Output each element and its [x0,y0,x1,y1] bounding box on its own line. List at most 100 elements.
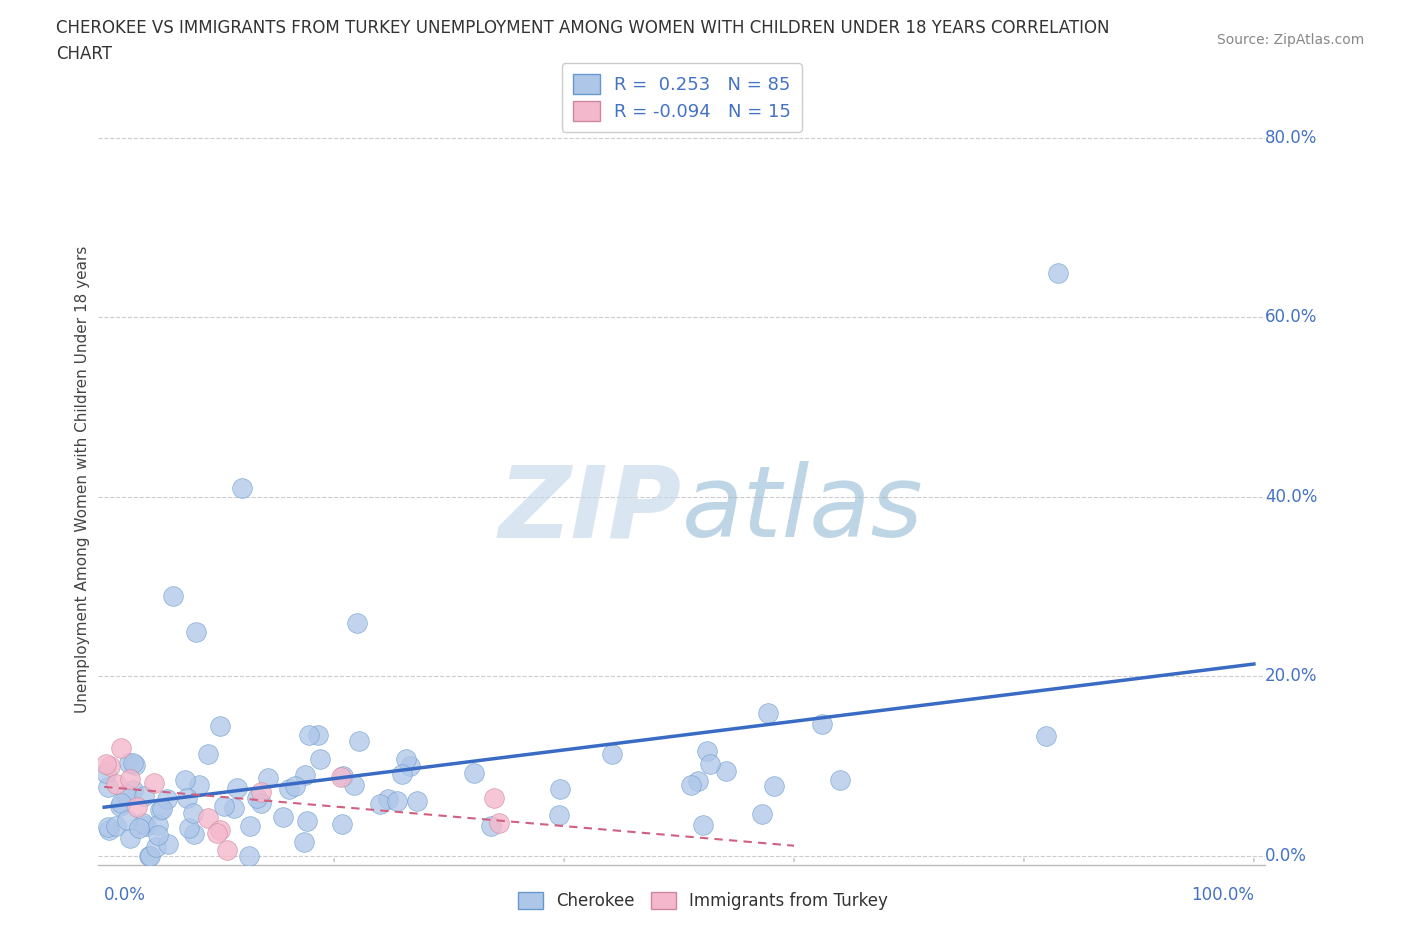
Point [94,766,117,781]
Point [686,773,709,788]
Point [225,780,247,795]
Point [176,790,198,805]
Legend: R =  0.253   N = 85, R = -0.094   N = 15: R = 0.253 N = 85, R = -0.094 N = 15 [562,63,801,132]
Point [762,778,785,793]
Point [118,772,141,787]
Point [488,816,510,830]
Point [370,796,392,811]
Point [162,588,184,603]
Point [377,791,399,806]
Point [692,817,714,832]
Point [385,793,408,808]
Point [149,803,172,817]
Point [548,781,571,796]
Point [250,796,273,811]
Point [145,840,167,855]
Point [108,799,131,814]
Point [125,800,148,815]
Point [406,794,429,809]
Point [463,765,485,780]
Point [810,716,832,731]
Point [132,816,155,830]
Point [122,755,145,770]
Point [173,773,195,788]
Point [208,719,231,734]
Point [207,826,229,841]
Point [187,778,209,793]
Point [758,705,780,720]
Point [343,777,366,792]
Point [347,734,370,749]
Text: 0.0%: 0.0% [104,886,146,905]
Point [148,827,170,842]
Text: 100.0%: 100.0% [1191,886,1254,905]
Point [138,848,160,863]
Y-axis label: Unemployment Among Women with Children Under 18 years: Unemployment Among Women with Children U… [75,246,90,712]
Text: 20.0%: 20.0% [1265,668,1317,685]
Point [156,791,179,806]
Point [330,817,353,831]
Point [110,741,132,756]
Text: 40.0%: 40.0% [1265,488,1317,506]
Text: CHART: CHART [56,45,112,62]
Point [150,802,173,817]
Point [294,768,316,783]
Point [115,787,138,802]
Point [115,813,138,828]
Point [183,805,205,820]
Text: 80.0%: 80.0% [1265,129,1317,147]
Point [239,818,262,833]
Point [177,820,200,835]
Point [1047,265,1070,280]
Point [283,778,305,793]
Text: 0.0%: 0.0% [1265,847,1308,865]
Text: Source: ZipAtlas.com: Source: ZipAtlas.com [1216,33,1364,46]
Point [257,771,280,786]
Point [118,756,141,771]
Point [292,835,315,850]
Point [600,747,623,762]
Legend: Cherokee, Immigrants from Turkey: Cherokee, Immigrants from Turkey [510,885,896,917]
Point [120,830,142,845]
Point [298,727,321,742]
Point [1035,729,1057,744]
Point [696,744,718,759]
Point [96,757,118,772]
Point [830,773,852,788]
Point [97,819,120,834]
Point [482,790,505,805]
Point [146,817,169,832]
Point [278,781,301,796]
Point [157,837,180,852]
Text: 60.0%: 60.0% [1265,309,1317,326]
Point [231,481,253,496]
Point [714,764,737,778]
Point [128,821,150,836]
Point [273,809,295,824]
Point [98,759,121,774]
Point [246,790,269,805]
Point [183,827,205,842]
Point [105,818,128,833]
Point [215,843,238,857]
Point [391,767,413,782]
Point [209,823,232,838]
Point [307,727,329,742]
Text: ZIP: ZIP [499,461,682,558]
Point [238,848,260,863]
Point [297,814,319,829]
Point [97,823,120,838]
Point [346,615,368,630]
Point [309,751,332,766]
Point [222,801,245,816]
Point [124,758,146,773]
Text: atlas: atlas [682,461,924,558]
Point [142,776,165,790]
Point [679,778,702,793]
Point [104,777,127,791]
Point [699,756,721,771]
Point [97,780,120,795]
Point [132,789,155,804]
Point [398,759,420,774]
Point [548,807,571,822]
